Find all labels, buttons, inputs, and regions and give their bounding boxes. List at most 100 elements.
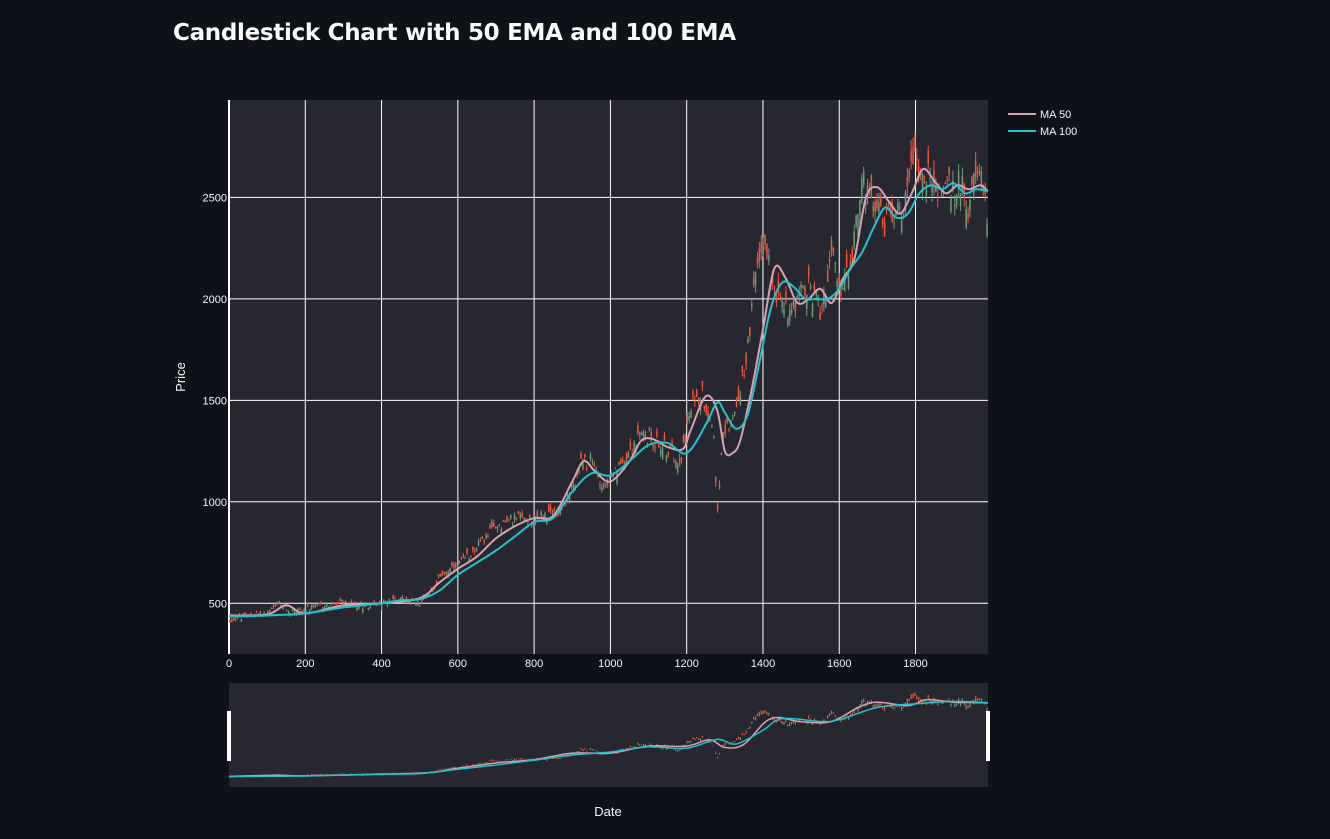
candle[interactable]: [528, 514, 531, 519]
candle[interactable]: [553, 506, 556, 514]
candle[interactable]: [819, 306, 821, 320]
candle[interactable]: [914, 130, 916, 153]
candle[interactable]: [339, 597, 341, 602]
candle[interactable]: [828, 250, 831, 270]
candle[interactable]: [593, 461, 596, 468]
candle[interactable]: [301, 610, 303, 613]
candle[interactable]: [629, 438, 632, 451]
candle[interactable]: [314, 604, 317, 608]
candle[interactable]: [948, 166, 950, 182]
candle[interactable]: [809, 283, 812, 291]
candle[interactable]: [788, 303, 791, 326]
candle[interactable]: [862, 166, 865, 189]
candle[interactable]: [331, 601, 334, 605]
candle[interactable]: [921, 172, 924, 201]
candle[interactable]: [899, 201, 901, 214]
candle[interactable]: [881, 217, 884, 229]
candle[interactable]: [291, 609, 294, 612]
candle[interactable]: [394, 596, 396, 601]
candle[interactable]: [659, 446, 662, 457]
candle[interactable]: [842, 285, 844, 290]
rangeslider-right-handle[interactable]: [986, 711, 990, 761]
candle[interactable]: [720, 452, 723, 456]
candle[interactable]: [305, 609, 307, 612]
candle[interactable]: [443, 571, 446, 575]
candle[interactable]: [768, 248, 770, 266]
candle[interactable]: [310, 604, 313, 610]
candle[interactable]: [473, 547, 476, 555]
candle[interactable]: [274, 604, 277, 607]
candle[interactable]: [751, 299, 753, 312]
candle[interactable]: [697, 397, 700, 407]
candle[interactable]: [705, 403, 707, 416]
candle[interactable]: [779, 292, 781, 301]
candle[interactable]: [906, 167, 909, 197]
candle[interactable]: [923, 175, 926, 185]
candle[interactable]: [713, 435, 715, 440]
candle[interactable]: [758, 242, 761, 269]
candle[interactable]: [935, 177, 937, 193]
candle[interactable]: [980, 166, 983, 192]
candle[interactable]: [388, 598, 391, 601]
candle[interactable]: [826, 264, 829, 282]
candle[interactable]: [341, 599, 343, 604]
candle[interactable]: [938, 183, 941, 185]
candle[interactable]: [950, 194, 952, 214]
candle[interactable]: [306, 602, 309, 608]
candle[interactable]: [547, 503, 550, 513]
candle[interactable]: [893, 215, 895, 230]
candle[interactable]: [870, 174, 873, 199]
candle[interactable]: [470, 554, 472, 558]
candle[interactable]: [954, 194, 956, 216]
candle[interactable]: [270, 607, 273, 610]
candle[interactable]: [282, 607, 284, 610]
candle[interactable]: [578, 468, 580, 475]
candle[interactable]: [453, 561, 455, 572]
candle[interactable]: [418, 604, 421, 607]
candle[interactable]: [929, 167, 931, 187]
candle[interactable]: [680, 457, 683, 464]
candle[interactable]: [231, 617, 233, 623]
candle[interactable]: [437, 574, 440, 579]
candle[interactable]: [760, 235, 763, 261]
candle[interactable]: [695, 388, 698, 398]
candle[interactable]: [910, 140, 912, 170]
candle[interactable]: [633, 440, 635, 453]
candle[interactable]: [479, 537, 482, 543]
candle[interactable]: [312, 603, 315, 608]
candle[interactable]: [462, 553, 465, 558]
candle[interactable]: [663, 432, 666, 441]
candle[interactable]: [380, 604, 383, 611]
candle[interactable]: [777, 272, 780, 298]
candle[interactable]: [830, 235, 833, 258]
candle[interactable]: [621, 456, 624, 464]
candle[interactable]: [986, 218, 988, 238]
candle[interactable]: [510, 514, 512, 520]
candle[interactable]: [602, 481, 605, 490]
candle[interactable]: [483, 538, 485, 545]
candle[interactable]: [627, 450, 630, 459]
candle[interactable]: [747, 336, 749, 344]
candle[interactable]: [604, 482, 607, 488]
legend-item-ma50[interactable]: MA 50: [1008, 109, 1071, 121]
plot-area[interactable]: [229, 100, 988, 654]
candle[interactable]: [232, 617, 235, 622]
candle[interactable]: [832, 246, 835, 256]
candle[interactable]: [614, 467, 616, 470]
candle[interactable]: [676, 462, 679, 475]
candle[interactable]: [601, 483, 603, 493]
candle[interactable]: [489, 523, 491, 530]
candle[interactable]: [821, 302, 823, 315]
candle[interactable]: [401, 594, 404, 600]
candle[interactable]: [320, 600, 322, 606]
candle[interactable]: [648, 426, 651, 432]
candle[interactable]: [278, 600, 281, 604]
candle[interactable]: [513, 512, 516, 523]
candle[interactable]: [656, 427, 658, 439]
candle[interactable]: [496, 525, 499, 533]
candle[interactable]: [299, 607, 301, 611]
candle[interactable]: [667, 451, 670, 459]
candle[interactable]: [303, 608, 305, 612]
candle[interactable]: [703, 405, 706, 413]
candle[interactable]: [297, 607, 300, 611]
